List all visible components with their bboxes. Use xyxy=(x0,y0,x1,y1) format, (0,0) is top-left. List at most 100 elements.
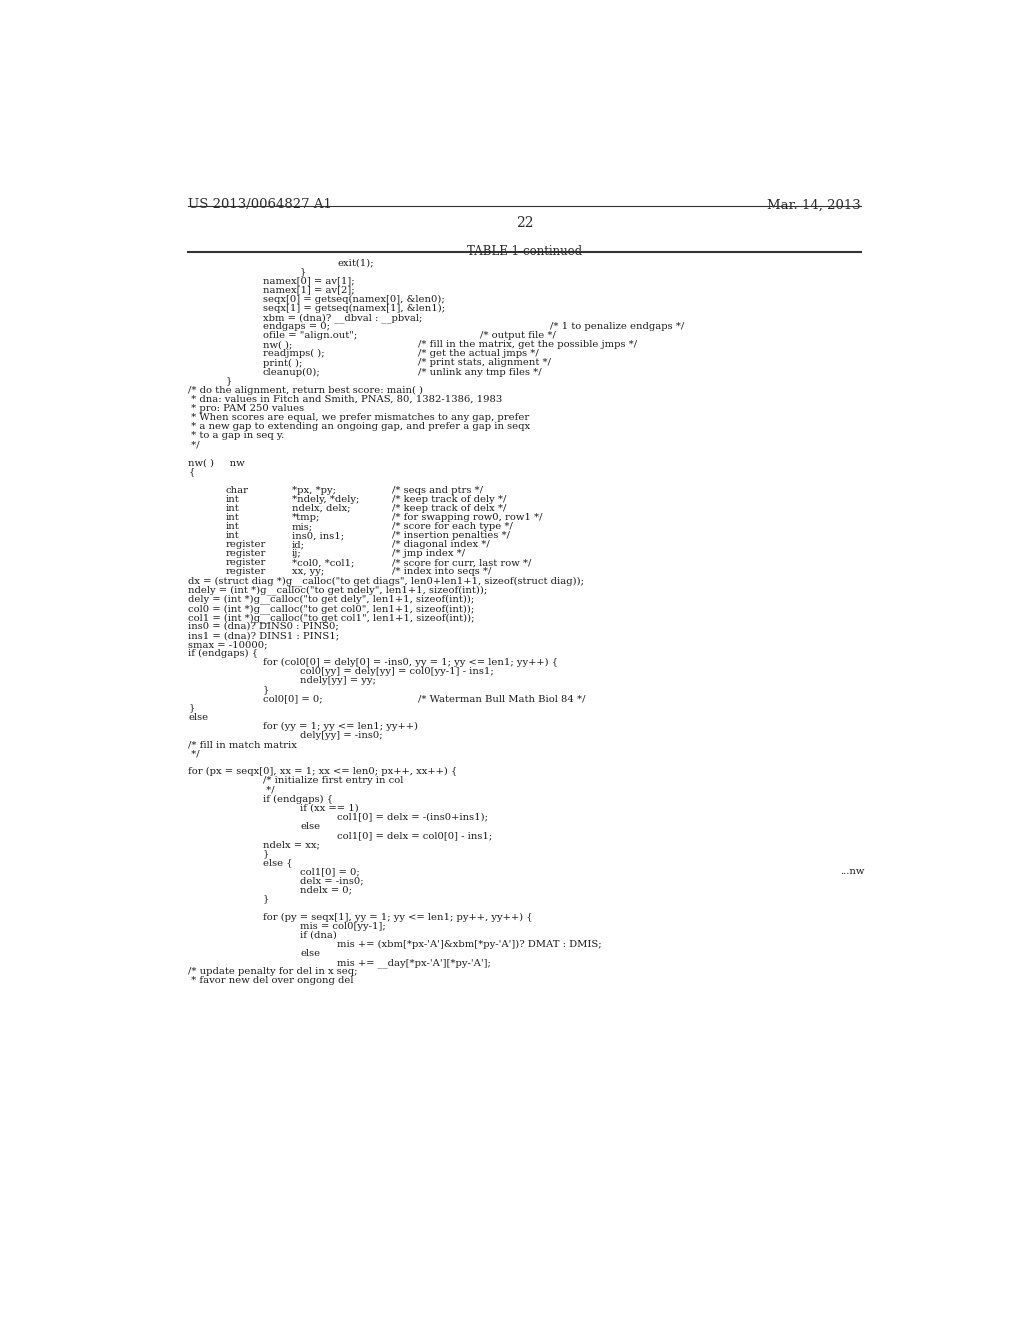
Text: /* update penalty for del in x seq;: /* update penalty for del in x seq; xyxy=(188,968,358,977)
Text: ofile = "align.out";: ofile = "align.out"; xyxy=(263,331,357,341)
Text: */: */ xyxy=(188,440,200,449)
Text: col1[0] = 0;: col1[0] = 0; xyxy=(300,867,359,876)
Text: nw( );: nw( ); xyxy=(263,341,292,350)
Text: *ndely, *dely;: *ndely, *dely; xyxy=(292,495,358,504)
Text: col0[yy] = dely[yy] = col0[yy-1] - ins1;: col0[yy] = dely[yy] = col0[yy-1] - ins1; xyxy=(300,668,494,676)
Text: /* for swapping row0, row1 */: /* for swapping row0, row1 */ xyxy=(392,513,543,521)
Text: else {: else { xyxy=(263,858,293,867)
Text: int: int xyxy=(225,495,240,504)
Text: if (xx == 1): if (xx == 1) xyxy=(300,804,358,813)
Text: ndelx, delx;: ndelx, delx; xyxy=(292,504,350,513)
Text: endgaps = 0;: endgaps = 0; xyxy=(263,322,330,331)
Text: mis += __day[*px-'A'][*py-'A'];: mis += __day[*px-'A'][*py-'A']; xyxy=(337,958,492,968)
Text: col0 = (int *)g__calloc("to get col0", len1+1, sizeof(int));: col0 = (int *)g__calloc("to get col0", l… xyxy=(188,603,475,614)
Text: ndely[yy] = yy;: ndely[yy] = yy; xyxy=(300,676,376,685)
Text: readjmps( );: readjmps( ); xyxy=(263,350,325,359)
Text: int: int xyxy=(225,513,240,521)
Text: /* insertion penalties */: /* insertion penalties */ xyxy=(392,531,510,540)
Text: xbm = (dna)? __dbval : __pbval;: xbm = (dna)? __dbval : __pbval; xyxy=(263,313,422,323)
Text: *col0, *col1;: *col0, *col1; xyxy=(292,558,354,568)
Text: 22: 22 xyxy=(516,216,534,230)
Text: nw( )     nw: nw( ) nw xyxy=(188,458,245,467)
Text: /* do the alignment, return best score: main( ): /* do the alignment, return best score: … xyxy=(188,385,424,395)
Text: int: int xyxy=(225,521,240,531)
Text: col1[0] = delx = -(ins0+ins1);: col1[0] = delx = -(ins0+ins1); xyxy=(337,813,488,822)
Text: ndelx = xx;: ndelx = xx; xyxy=(263,840,319,849)
Text: dx = (struct diag *)g__calloc("to get diags", len0+len1+1, sizeof(struct diag));: dx = (struct diag *)g__calloc("to get di… xyxy=(188,577,585,586)
Text: /* Waterman Bull Math Biol 84 */: /* Waterman Bull Math Biol 84 */ xyxy=(418,694,586,704)
Text: TABLE 1-continued: TABLE 1-continued xyxy=(467,244,583,257)
Text: }: } xyxy=(188,704,195,713)
Text: for (yy = 1; yy <= len1; yy++): for (yy = 1; yy <= len1; yy++) xyxy=(263,722,418,731)
Text: col1 = (int *)g__calloc("to get col1", len1+1, sizeof(int));: col1 = (int *)g__calloc("to get col1", l… xyxy=(188,612,475,623)
Text: int: int xyxy=(225,531,240,540)
Text: /* jmp index */: /* jmp index */ xyxy=(392,549,465,558)
Text: else: else xyxy=(188,713,209,722)
Text: ij;: ij; xyxy=(292,549,301,558)
Text: id;: id; xyxy=(292,540,304,549)
Text: * When scores are equal, we prefer mismatches to any gap, prefer: * When scores are equal, we prefer misma… xyxy=(188,413,529,422)
Text: namex[0] = av[1];: namex[0] = av[1]; xyxy=(263,277,354,285)
Text: seqx[1] = getseq(namex[1], &len1);: seqx[1] = getseq(namex[1], &len1); xyxy=(263,304,445,313)
Text: /* output file */: /* output file */ xyxy=(480,331,556,341)
Text: {: { xyxy=(188,467,195,477)
Text: *px, *py;: *px, *py; xyxy=(292,486,336,495)
Text: * dna: values in Fitch and Smith, PNAS, 80, 1382-1386, 1983: * dna: values in Fitch and Smith, PNAS, … xyxy=(188,395,503,404)
Text: /* initialize first entry in col: /* initialize first entry in col xyxy=(263,776,403,785)
Text: /* get the actual jmps */: /* get the actual jmps */ xyxy=(418,350,539,358)
Text: if (endgaps) {: if (endgaps) { xyxy=(263,795,333,804)
Text: /* score for curr, last row */: /* score for curr, last row */ xyxy=(392,558,531,568)
Text: exit(1);: exit(1); xyxy=(337,259,374,268)
Text: * pro: PAM 250 values: * pro: PAM 250 values xyxy=(188,404,304,413)
Text: char: char xyxy=(225,486,249,495)
Text: xx, yy;: xx, yy; xyxy=(292,568,324,577)
Text: ndelx = 0;: ndelx = 0; xyxy=(300,886,352,895)
Text: /* fill in the matrix, get the possible jmps */: /* fill in the matrix, get the possible … xyxy=(418,341,637,350)
Text: /* 1 to penalize endgaps */: /* 1 to penalize endgaps */ xyxy=(550,322,684,331)
Text: register: register xyxy=(225,549,266,558)
Text: }: } xyxy=(263,685,269,694)
Text: mis = col0[yy-1];: mis = col0[yy-1]; xyxy=(300,921,386,931)
Text: if (endgaps) {: if (endgaps) { xyxy=(188,649,259,659)
Text: register: register xyxy=(225,558,266,568)
Text: ins1 = (dna)? DINS1 : PINS1;: ins1 = (dna)? DINS1 : PINS1; xyxy=(188,631,340,640)
Text: int: int xyxy=(225,504,240,513)
Text: /* print stats, alignment */: /* print stats, alignment */ xyxy=(418,359,551,367)
Text: Mar. 14, 2013: Mar. 14, 2013 xyxy=(767,198,861,211)
Text: else: else xyxy=(300,949,321,958)
Text: /* keep track of delx */: /* keep track of delx */ xyxy=(392,504,507,513)
Text: /* fill in match matrix: /* fill in match matrix xyxy=(188,741,297,748)
Text: for (px = seqx[0], xx = 1; xx <= len0; px++, xx++) {: for (px = seqx[0], xx = 1; xx <= len0; p… xyxy=(188,767,458,776)
Text: /* index into seqs */: /* index into seqs */ xyxy=(392,568,492,577)
Text: col0[0] = 0;: col0[0] = 0; xyxy=(263,694,323,704)
Text: dely[yy] = -ins0;: dely[yy] = -ins0; xyxy=(300,731,383,741)
Text: /* unlink any tmp files */: /* unlink any tmp files */ xyxy=(418,367,542,376)
Text: * to a gap in seq y.: * to a gap in seq y. xyxy=(188,432,285,440)
Text: for (py = seqx[1], yy = 1; yy <= len1; py++, yy++) {: for (py = seqx[1], yy = 1; yy <= len1; p… xyxy=(263,912,532,921)
Text: }: } xyxy=(225,376,232,385)
Text: }: } xyxy=(263,849,269,858)
Text: register: register xyxy=(225,540,266,549)
Text: ndely = (int *)g__calloc("to get ndely", len1+1, sizeof(int));: ndely = (int *)g__calloc("to get ndely",… xyxy=(188,586,487,595)
Text: * a new gap to extending an ongoing gap, and prefer a gap in seqx: * a new gap to extending an ongoing gap,… xyxy=(188,422,530,432)
Text: US 2013/0064827 A1: US 2013/0064827 A1 xyxy=(188,198,333,211)
Text: namex[1] = av[2];: namex[1] = av[2]; xyxy=(263,285,354,294)
Text: mis;: mis; xyxy=(292,521,312,531)
Text: delx = -ins0;: delx = -ins0; xyxy=(300,876,364,886)
Text: }: } xyxy=(300,268,306,277)
Text: register: register xyxy=(225,568,266,577)
Text: /* diagonal index */: /* diagonal index */ xyxy=(392,540,490,549)
Text: cleanup(0);: cleanup(0); xyxy=(263,367,321,376)
Text: col1[0] = delx = col0[0] - ins1;: col1[0] = delx = col0[0] - ins1; xyxy=(337,830,493,840)
Text: * favor new del over ongong del: * favor new del over ongong del xyxy=(188,977,354,985)
Text: else: else xyxy=(300,822,321,830)
Text: mis += (xbm[*px-'A']&xbm[*py-'A'])? DMAT : DMIS;: mis += (xbm[*px-'A']&xbm[*py-'A'])? DMAT… xyxy=(337,940,602,949)
Text: smax = -10000;: smax = -10000; xyxy=(188,640,268,649)
Text: dely = (int *)g__calloc("to get dely", len1+1, sizeof(int));: dely = (int *)g__calloc("to get dely", l… xyxy=(188,595,475,605)
Text: */: */ xyxy=(188,750,200,758)
Text: ins0 = (dna)? DINS0 : PINS0;: ins0 = (dna)? DINS0 : PINS0; xyxy=(188,622,339,631)
Text: */: */ xyxy=(263,785,274,795)
Text: *tmp;: *tmp; xyxy=(292,513,319,521)
Text: ins0, ins1;: ins0, ins1; xyxy=(292,531,344,540)
Text: for (col0[0] = dely[0] = -ins0, yy = 1; yy <= len1; yy++) {: for (col0[0] = dely[0] = -ins0, yy = 1; … xyxy=(263,659,558,668)
